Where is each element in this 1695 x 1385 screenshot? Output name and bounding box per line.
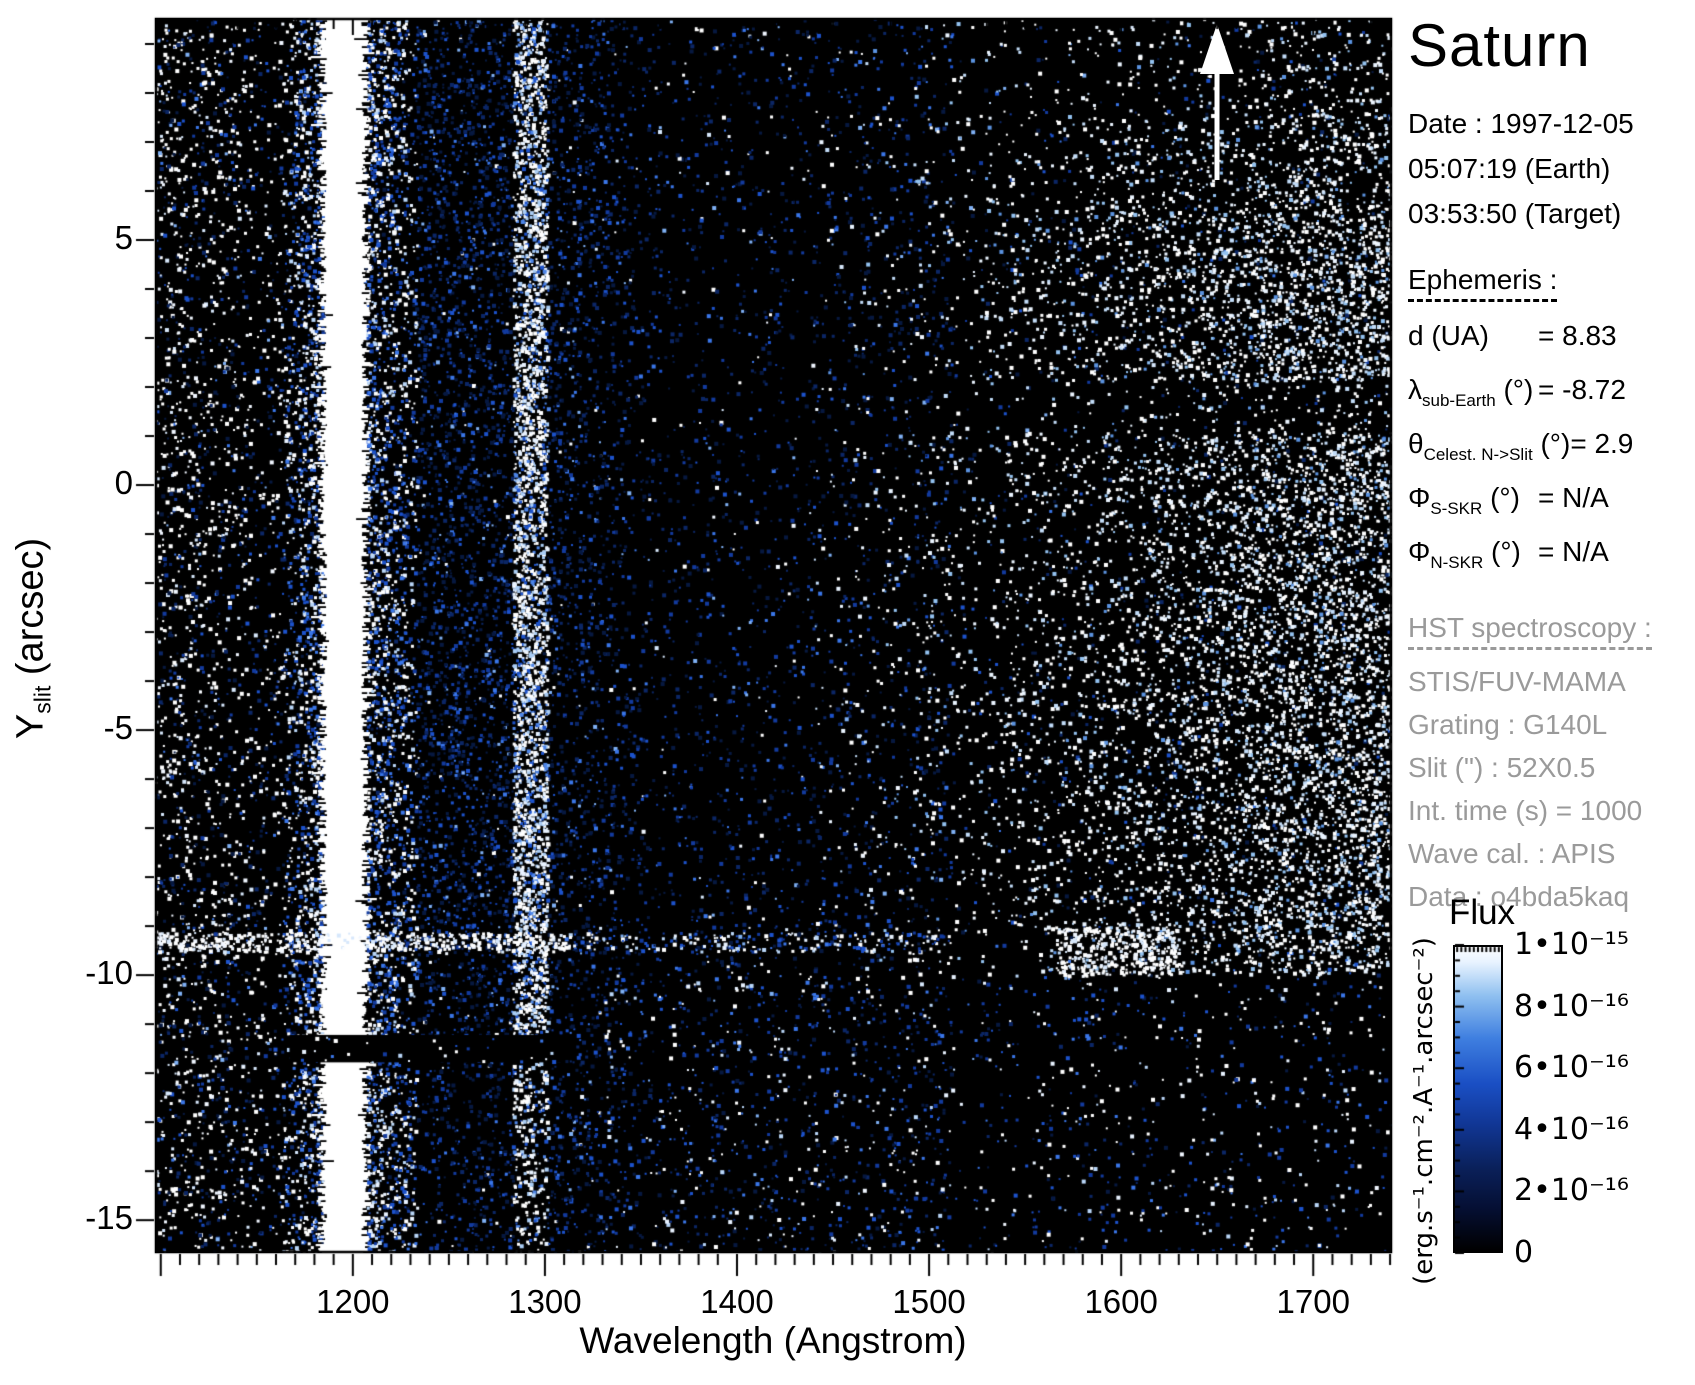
colorbar-tick-label: 2•10⁻¹⁶ bbox=[1514, 1173, 1629, 1209]
ephemeris-row-s-skr-phase: ΦS-SKR (°) = N/A bbox=[1408, 476, 1693, 530]
colorbar-tick-label: 4•10⁻¹⁶ bbox=[1514, 1111, 1629, 1147]
colorbar-tick-label: 0 bbox=[1514, 1235, 1534, 1270]
north-direction-arrow-icon bbox=[1200, 24, 1234, 180]
y-tick-label: 5 bbox=[114, 219, 133, 256]
ephemeris-table: d (UA) = 8.83 λsub-Earth (°) = -8.72 θCe… bbox=[1408, 314, 1693, 584]
page-title: Saturn bbox=[1408, 12, 1591, 79]
ephemeris-row-subearth-latitude: λsub-Earth (°) = -8.72 bbox=[1408, 368, 1693, 422]
earth-time: 05:07:19 (Earth) bbox=[1408, 153, 1611, 184]
observation-times: Date : 1997-12-05 05:07:19 (Earth) 03:53… bbox=[1408, 101, 1693, 236]
target-time: 03:53:50 (Target) bbox=[1408, 198, 1622, 229]
colorbar-unit-label: (erg.s⁻¹.cm⁻².A⁻¹.arcsec⁻²) bbox=[1409, 937, 1439, 1285]
y-tick-label: 0 bbox=[114, 464, 133, 502]
hst-spectroscopy-heading: HST spectroscopy : bbox=[1408, 612, 1652, 650]
x-tick-label: 1300 bbox=[508, 1283, 582, 1320]
info-panel: Saturn Date : 1997-12-05 05:07:19 (Earth… bbox=[1408, 14, 1693, 918]
spectral-image-canvas bbox=[155, 18, 1392, 1253]
x-tick-label: 1700 bbox=[1276, 1283, 1350, 1320]
flux-colorbar bbox=[1453, 945, 1503, 1253]
x-tick-label: 1600 bbox=[1084, 1283, 1158, 1320]
ephemeris-row-distance: d (UA) = 8.83 bbox=[1408, 314, 1693, 368]
ephemeris-value: = 8.83 bbox=[1538, 320, 1617, 351]
hst-instrument: STIS/FUV-MAMA bbox=[1408, 666, 1626, 697]
y-axis-title-unit: (arcsec) bbox=[9, 537, 52, 686]
hst-wave-calibration: Wave cal. : APIS bbox=[1408, 838, 1616, 869]
x-tick-label: 1200 bbox=[316, 1283, 390, 1320]
ephemeris-row-north-slit-angle: θCelest. N->Slit (°) = 2.9 bbox=[1408, 422, 1693, 476]
hst-spectroscopy-details: STIS/FUV-MAMA Grating : G140L Slit (") :… bbox=[1408, 660, 1693, 918]
colorbar-title: Flux bbox=[1448, 893, 1516, 932]
y-tick-label: -15 bbox=[85, 1199, 133, 1237]
ephemeris-heading: Ephemeris : bbox=[1408, 264, 1558, 302]
ephemeris-value: = N/A bbox=[1538, 482, 1609, 513]
colorbar-tick-label: 1•10⁻¹⁵ bbox=[1514, 927, 1629, 962]
ephemeris-value: = 2.9 bbox=[1570, 428, 1634, 459]
hst-grating: Grating : G140L bbox=[1408, 709, 1608, 740]
y-tick-label: -5 bbox=[103, 709, 133, 747]
hst-integration-time: Int. time (s) = 1000 bbox=[1408, 795, 1643, 826]
x-axis-title: Wavelength (Angstrom) bbox=[579, 1320, 967, 1361]
x-tick-label: 1400 bbox=[700, 1283, 774, 1320]
colorbar-tick-label: 8•10⁻¹⁶ bbox=[1514, 988, 1629, 1024]
hst-slit: Slit (") : 52X0.5 bbox=[1408, 752, 1596, 783]
x-tick-label: 1500 bbox=[892, 1283, 966, 1320]
colorbar-tick-label: 6•10⁻¹⁶ bbox=[1514, 1050, 1629, 1086]
ephemeris-row-n-skr-phase: ΦN-SKR (°) = N/A bbox=[1408, 530, 1693, 584]
observation-date: Date : 1997-12-05 bbox=[1408, 108, 1634, 139]
ephemeris-value: = N/A bbox=[1538, 536, 1609, 567]
ephemeris-value: = -8.72 bbox=[1538, 374, 1626, 405]
y-tick-label: -10 bbox=[85, 954, 133, 992]
